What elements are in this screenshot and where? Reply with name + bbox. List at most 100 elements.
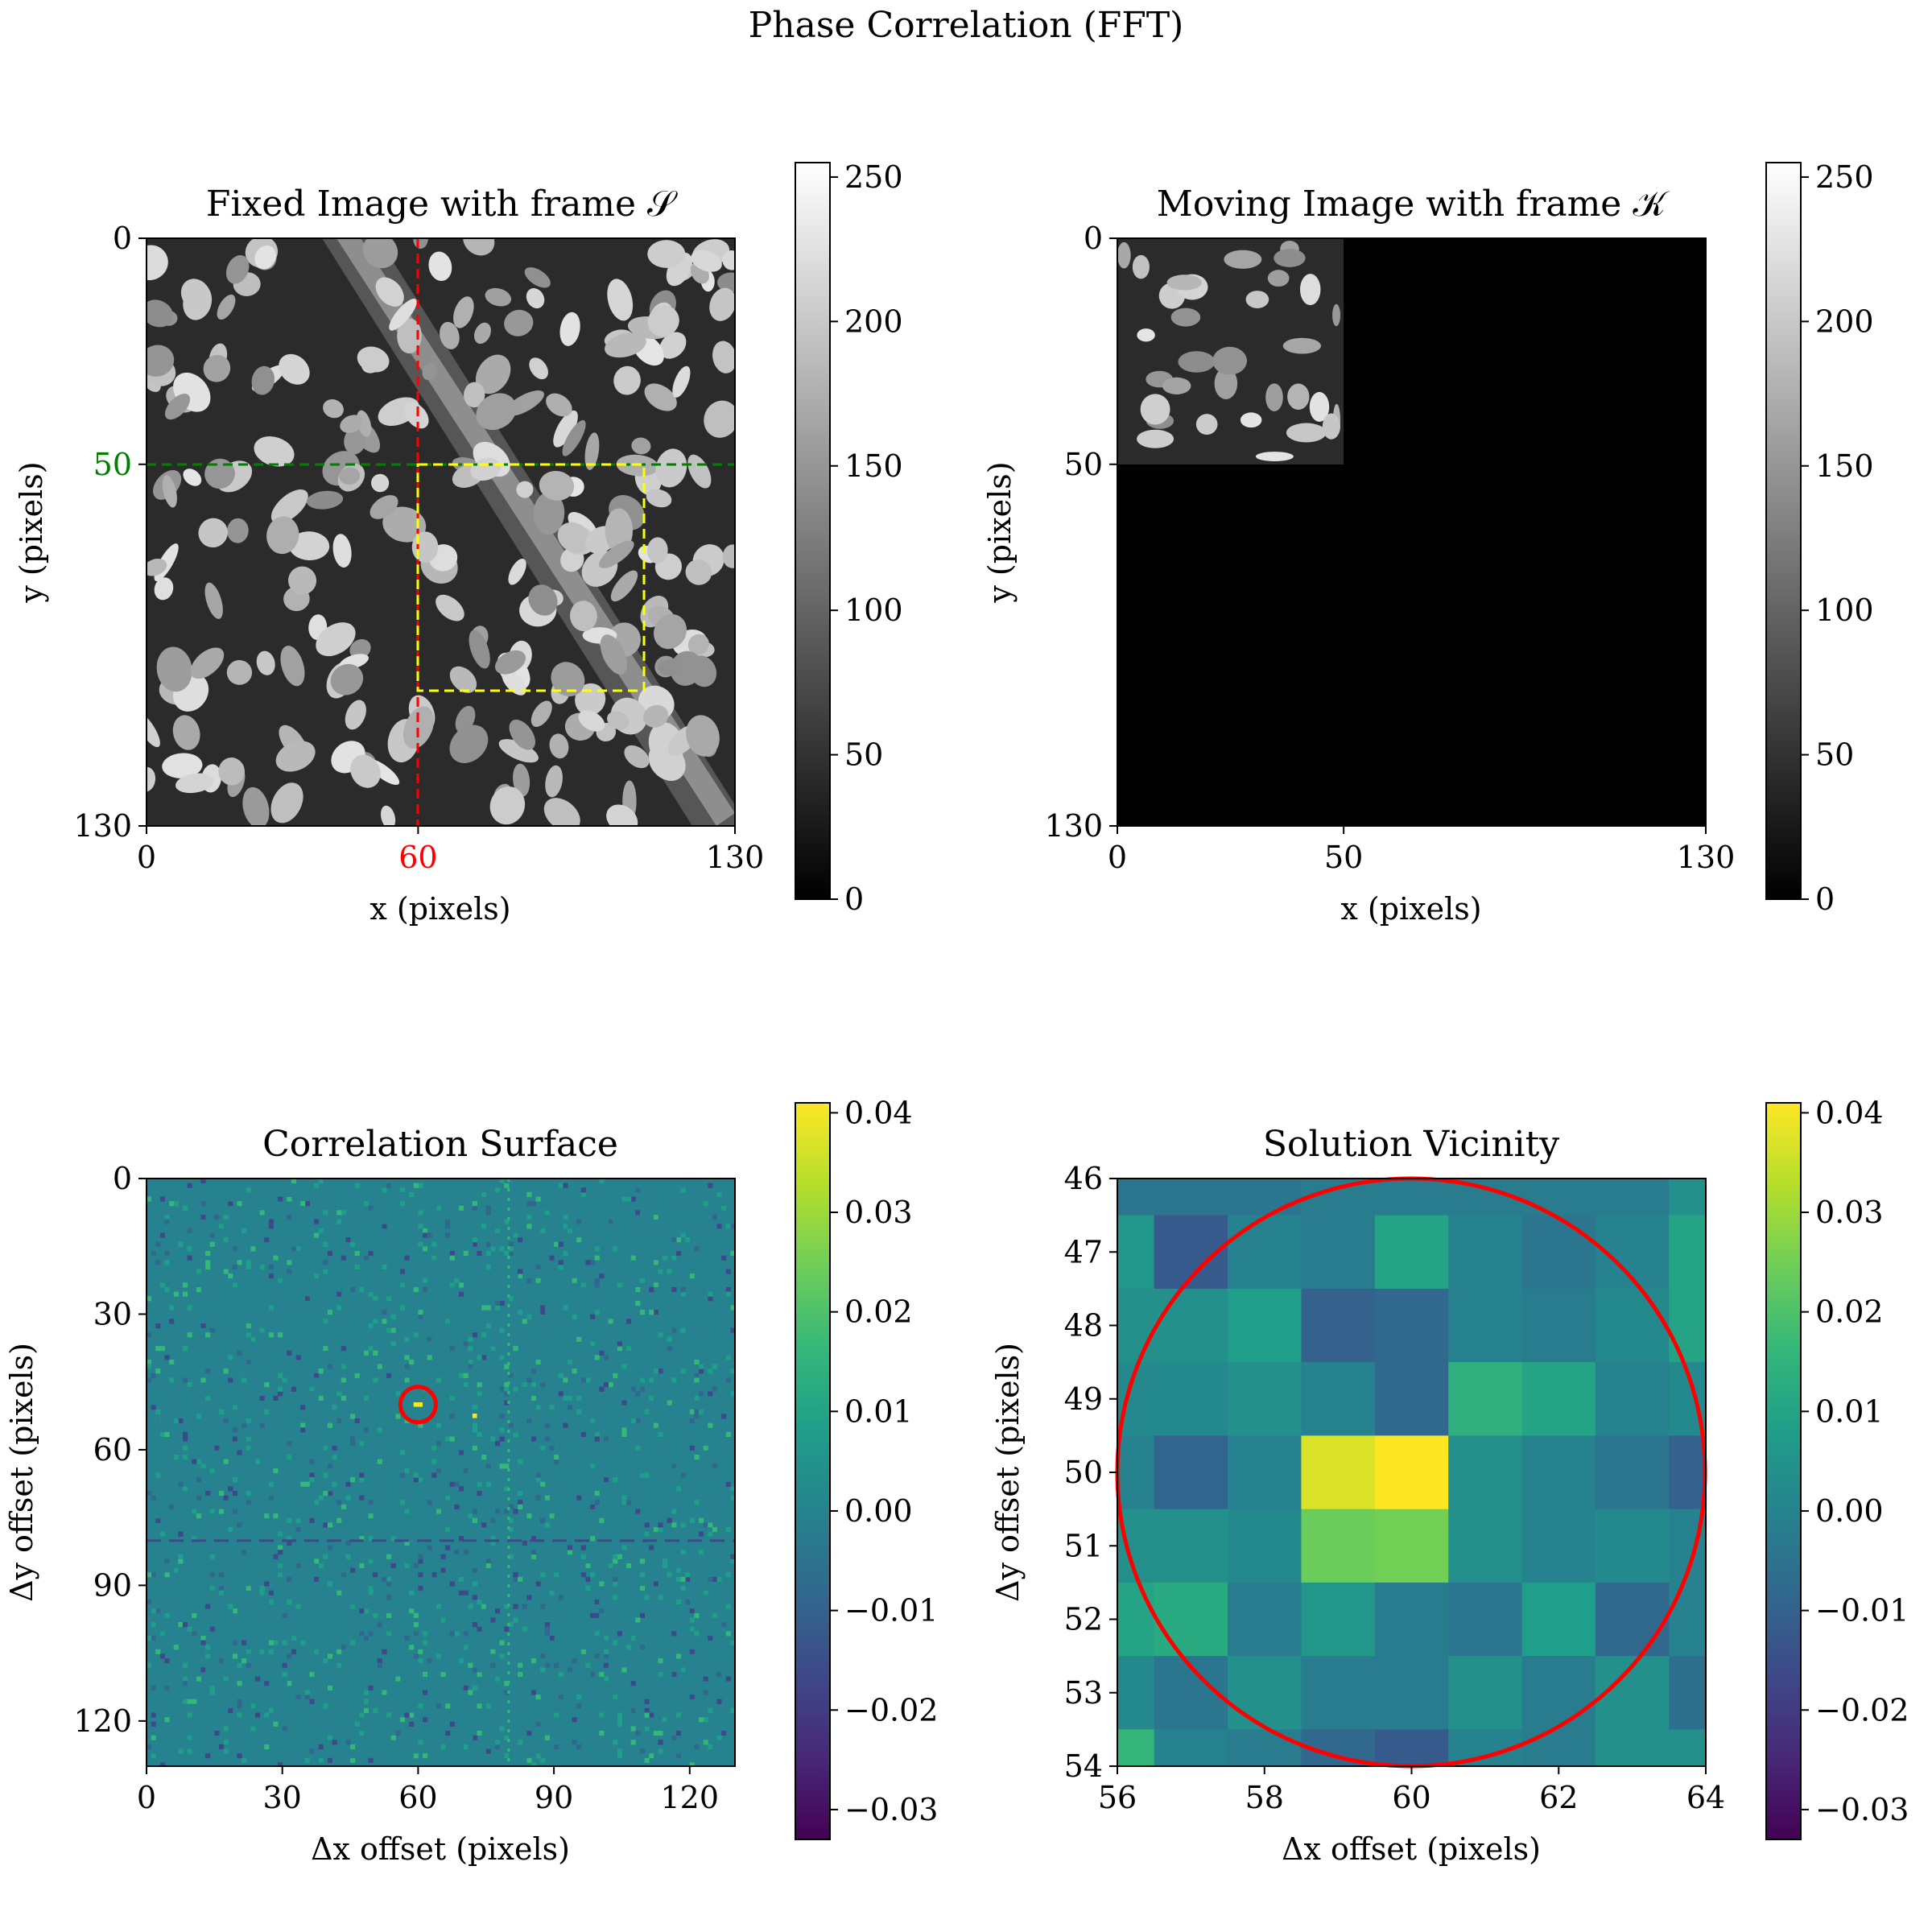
noise-pixel <box>639 1748 646 1754</box>
noise-pixel <box>268 1707 274 1714</box>
noise-pixel <box>147 1445 152 1451</box>
noise-pixel <box>327 1490 333 1496</box>
noise-pixel <box>499 1463 505 1469</box>
correlation-colorbar-gradient <box>795 1102 831 1840</box>
noise-pixel <box>354 1377 360 1383</box>
noise-pixel <box>549 1662 555 1668</box>
vicinity-ytick-label-4: 50 <box>1064 1455 1103 1490</box>
noise-pixel <box>404 1635 410 1641</box>
noise-pixel <box>431 1572 437 1578</box>
noise-pixel <box>494 1509 501 1514</box>
noise-pixel <box>354 1721 360 1727</box>
noise-pixel <box>268 1599 274 1605</box>
noise-pixel <box>504 1179 510 1184</box>
noise-pixel <box>535 1278 541 1283</box>
noise-pixel <box>468 1690 473 1695</box>
noise-pixel <box>663 1717 668 1723</box>
noise-pixel <box>626 1500 632 1505</box>
noise-pixel <box>359 1731 365 1736</box>
texture-blob <box>549 733 569 759</box>
noise-pixel <box>218 1590 225 1596</box>
noise-pixel <box>708 1653 713 1659</box>
noise-pixel <box>332 1481 337 1487</box>
noise-pixel <box>164 1558 170 1564</box>
noise-pixel <box>513 1617 518 1623</box>
vicinity-cell <box>1228 1582 1302 1657</box>
noise-pixel <box>354 1645 360 1650</box>
noise-pixel <box>599 1517 605 1523</box>
noise-pixel <box>658 1431 663 1438</box>
noise-pixel <box>431 1459 437 1464</box>
noise-pixel <box>504 1219 510 1224</box>
noise-pixel <box>382 1264 387 1269</box>
noise-pixel <box>341 1572 346 1578</box>
texture-blob <box>607 711 630 730</box>
fixed-image-texture <box>147 238 735 826</box>
noise-pixel <box>151 1635 156 1641</box>
noise-pixel <box>440 1237 446 1243</box>
noise-pixel <box>259 1422 265 1428</box>
texture-blob <box>524 267 551 288</box>
noise-pixel <box>644 1726 650 1732</box>
noise-pixel <box>246 1731 251 1736</box>
noise-pixel <box>712 1612 718 1618</box>
noise-pixel <box>237 1753 242 1759</box>
noise-pixel <box>291 1386 297 1392</box>
noise-pixel <box>413 1622 419 1628</box>
noise-pixel <box>399 1269 406 1274</box>
noise-pixel <box>671 1255 677 1261</box>
noise-pixel <box>259 1210 265 1216</box>
moving-cbtick-label-1: 50 <box>1815 737 1854 773</box>
noise-pixel <box>287 1576 292 1582</box>
noise-pixel <box>499 1427 505 1433</box>
noise-pixel <box>630 1418 636 1424</box>
noise-pixel <box>658 1740 663 1745</box>
noise-pixel <box>254 1459 261 1464</box>
noise-pixel <box>458 1205 464 1211</box>
noise-pixel <box>540 1604 546 1609</box>
noise-pixel <box>377 1364 382 1369</box>
noise-pixel <box>621 1604 627 1609</box>
noise-pixel <box>218 1658 225 1664</box>
noise-pixel <box>413 1653 419 1659</box>
noise-pixel <box>699 1441 704 1447</box>
noise-pixel <box>192 1536 197 1542</box>
noise-pixel <box>513 1205 518 1211</box>
noise-pixel <box>518 1612 523 1618</box>
noise-pixel <box>314 1576 320 1582</box>
noise-pixel <box>671 1671 677 1678</box>
noise-pixel <box>187 1228 192 1233</box>
noise-pixel <box>182 1377 188 1383</box>
noise-pixel <box>499 1327 505 1333</box>
texture-blob <box>1214 367 1238 399</box>
noise-pixel <box>345 1653 351 1659</box>
noise-pixel <box>287 1350 292 1356</box>
noise-pixel <box>449 1481 455 1487</box>
noise-pixel <box>341 1255 346 1261</box>
vicinity-cell <box>1521 1582 1596 1657</box>
vicinity-cell <box>1595 1509 1670 1583</box>
noise-pixel <box>178 1748 184 1754</box>
noise-pixel <box>155 1517 161 1523</box>
noise-pixel <box>309 1748 315 1754</box>
noise-pixel <box>694 1631 700 1637</box>
noise-pixel <box>603 1676 609 1682</box>
noise-pixel <box>689 1617 695 1623</box>
noise-pixel <box>440 1617 446 1623</box>
texture-blob <box>658 658 683 675</box>
texture-blob <box>1162 377 1191 394</box>
noise-pixel <box>667 1310 672 1315</box>
noise-pixel <box>318 1563 324 1569</box>
noise-pixel <box>599 1581 605 1587</box>
noise-pixel <box>147 1332 152 1338</box>
noise-pixel <box>708 1635 713 1641</box>
noise-pixel <box>613 1595 618 1600</box>
noise-pixel <box>694 1377 700 1383</box>
noise-pixel <box>653 1282 658 1288</box>
noise-pixel <box>653 1228 658 1233</box>
noise-pixel <box>273 1513 279 1519</box>
noise-pixel <box>472 1205 477 1211</box>
noise-pixel <box>151 1513 156 1519</box>
noise-pixel <box>304 1608 310 1614</box>
